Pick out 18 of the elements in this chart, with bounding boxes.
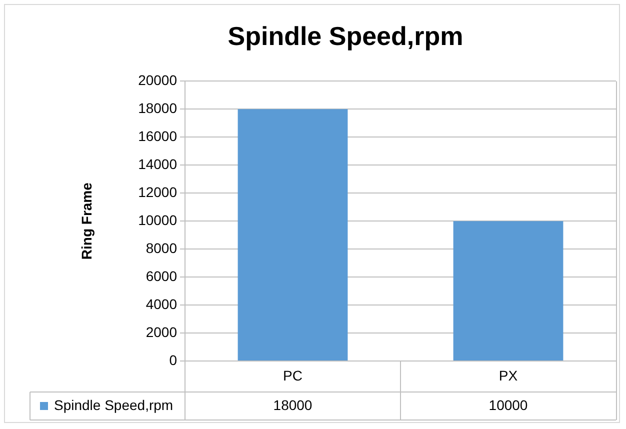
y-axis-title: Ring Frame [78, 182, 94, 260]
chart-title: Spindle Speed,rpm [228, 20, 464, 51]
x-tick-label: PC [283, 367, 302, 384]
y-tick-label: 4000 [146, 296, 178, 312]
x-tick-label: PX [498, 367, 518, 384]
y-tick-label: 8000 [146, 240, 178, 256]
data-label: 18000 [273, 396, 312, 413]
y-tick-label: 18000 [138, 100, 178, 116]
y-tick-label: 14000 [138, 156, 178, 172]
y-tick-label: 10000 [138, 212, 178, 228]
data-label: 10000 [488, 396, 528, 413]
y-tick-label: 2000 [146, 324, 178, 340]
y-tick-label: 6000 [146, 268, 178, 284]
y-tick-label: 0 [169, 352, 178, 368]
legend-label: Spindle Speed,rpm [54, 396, 174, 413]
y-tick-label: 12000 [138, 184, 178, 200]
y-tick-label: 16000 [138, 128, 178, 144]
y-tick-label: 20000 [138, 72, 178, 88]
